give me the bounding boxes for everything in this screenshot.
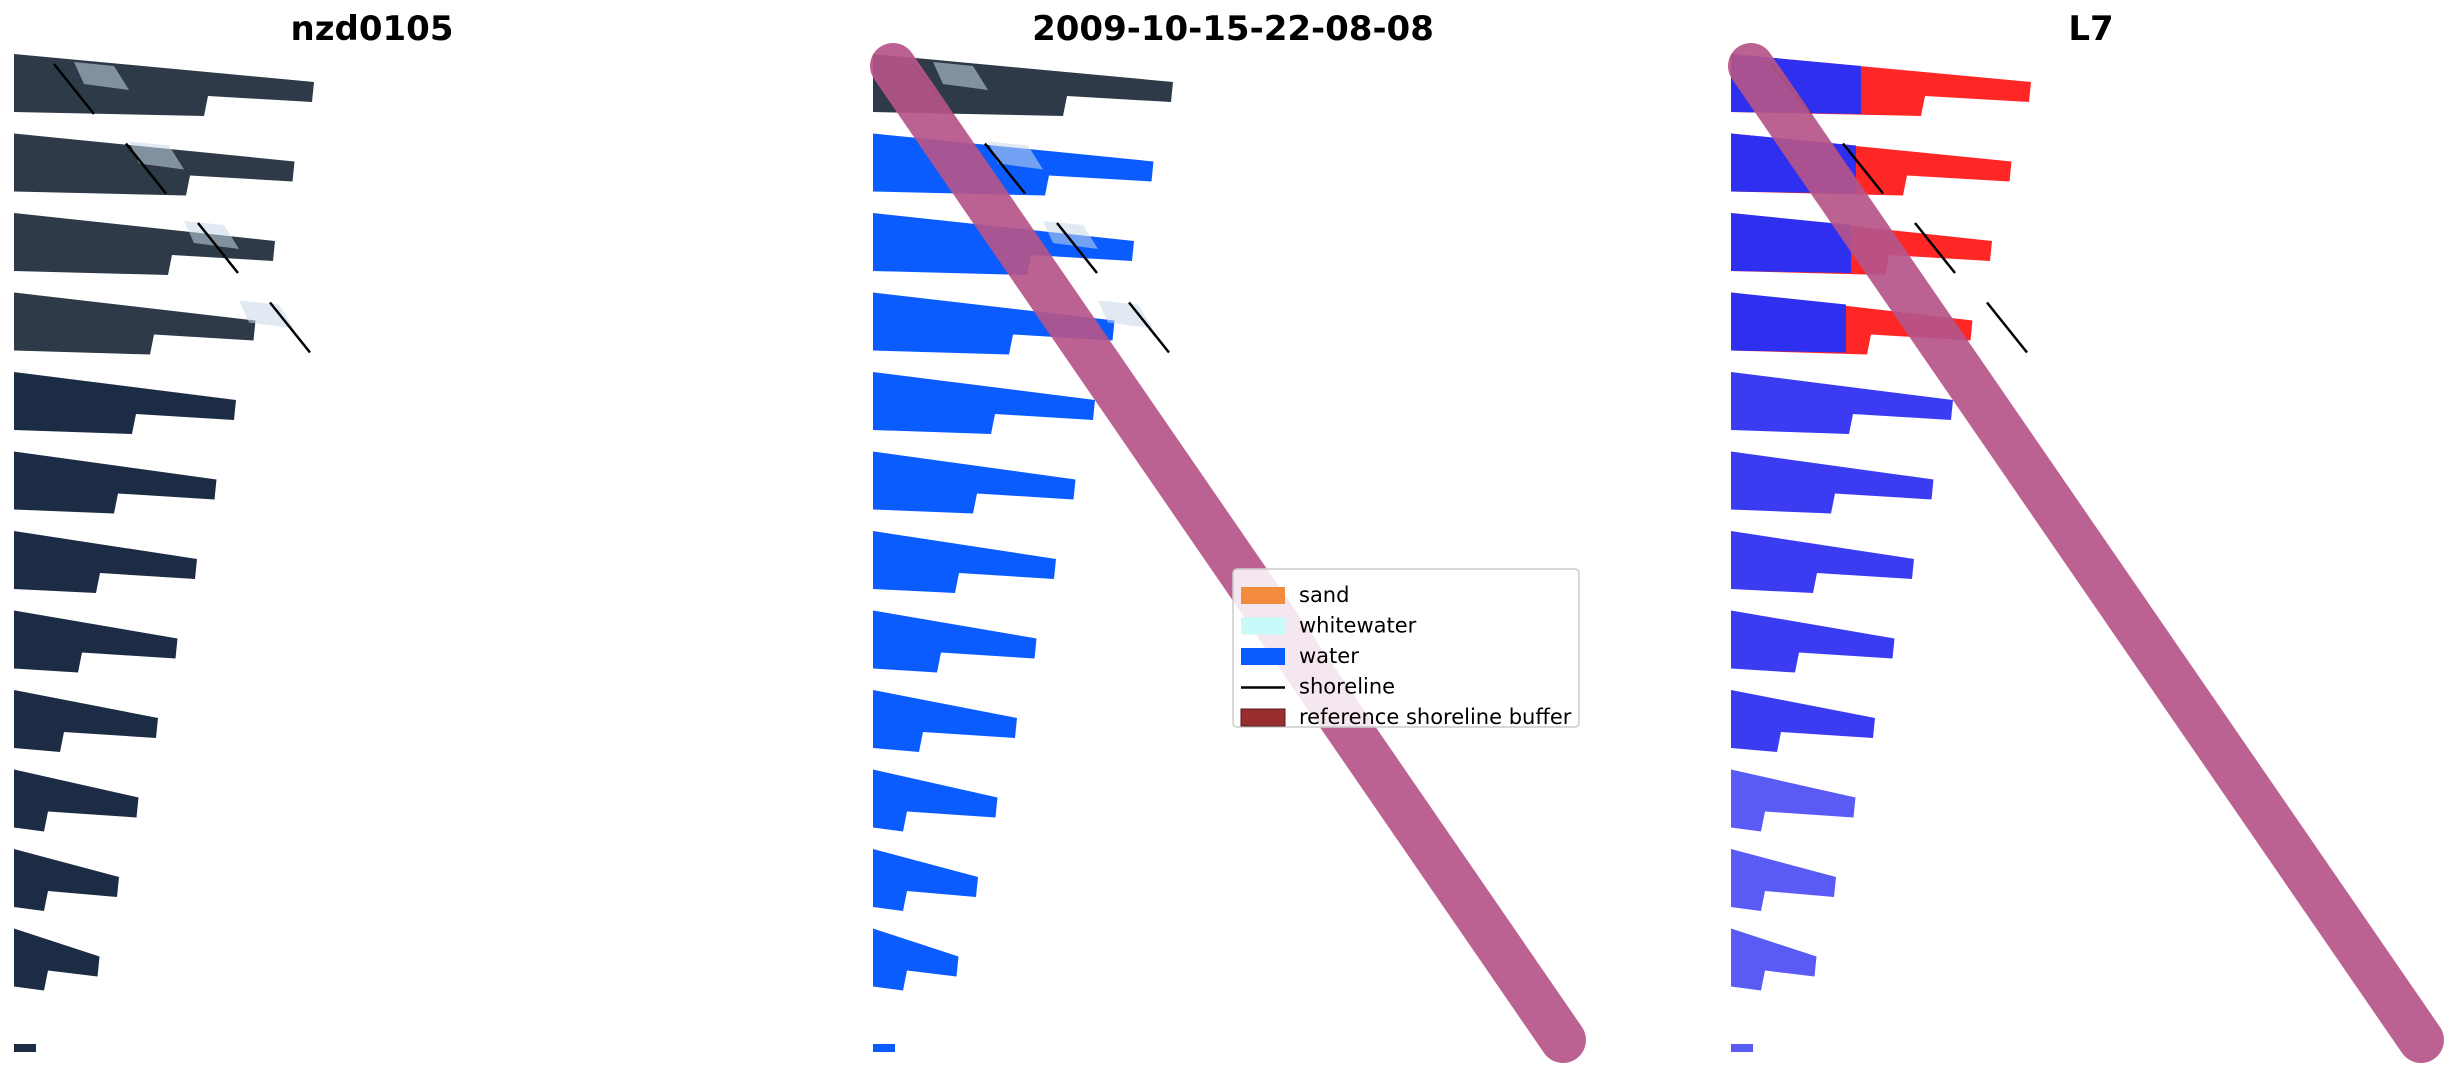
legend-label: whitewater	[1299, 614, 1417, 638]
panels: nzd0105 2009-10-15-22-08-08 L7	[14, 9, 2444, 1063]
legend-label: shoreline	[1299, 675, 1395, 699]
image-strip	[14, 451, 217, 514]
legend-label: sand	[1299, 583, 1349, 607]
image-strip	[873, 928, 959, 991]
image-strips	[14, 54, 314, 1052]
image-strip	[1731, 531, 1914, 593]
legend-item: water	[1241, 644, 1359, 668]
reference-shoreline-buffer	[870, 43, 1586, 1063]
image-strip	[873, 849, 978, 911]
legend: sand whitewater water shoreline reference sh…	[1232, 568, 1580, 729]
image-strip	[14, 1044, 36, 1052]
shoreline-segment	[197, 222, 239, 274]
shoreline-segment	[984, 142, 1026, 195]
shoreline-segment	[1056, 222, 1098, 274]
shoreline-segment	[1842, 142, 1884, 195]
image-strip	[14, 769, 139, 832]
image-strips	[873, 54, 1173, 1052]
whitewater-patch	[1043, 221, 1098, 249]
image-strip-water	[1731, 213, 1851, 273]
image-strip	[873, 769, 998, 832]
image-strip	[14, 928, 100, 991]
panel-1: nzd0105	[14, 9, 453, 1052]
image-strip	[873, 690, 1017, 752]
image-strip	[873, 292, 1115, 355]
shoreline-segment	[269, 301, 311, 354]
image-strip	[14, 690, 158, 752]
legend-patch-swatch	[1241, 648, 1285, 665]
whitewater-patch	[1098, 300, 1153, 329]
shoreline-segment	[125, 142, 167, 195]
image-strip	[14, 531, 197, 593]
image-strip	[14, 610, 178, 673]
legend-item: reference shoreline buffer	[1240, 705, 1572, 729]
image-strip	[873, 451, 1076, 514]
image-strip	[14, 213, 275, 275]
panel-title: L7	[2068, 9, 2113, 49]
legend-label: reference shoreline buffer	[1299, 705, 1572, 729]
panel-3: L7	[1728, 9, 2444, 1063]
legend-label: water	[1299, 644, 1359, 668]
legend-patch-swatch	[1241, 617, 1285, 635]
legend-item: shoreline	[1241, 675, 1395, 699]
image-strip	[14, 54, 314, 116]
image-strip	[873, 1044, 895, 1052]
image-strip	[873, 372, 1095, 434]
panel-title: nzd0105	[291, 9, 454, 49]
shoreline-segment	[53, 63, 95, 115]
shoreline	[53, 63, 311, 354]
reference-shoreline-buffer	[1728, 43, 2444, 1063]
image-strip	[14, 292, 256, 355]
image-strip	[14, 372, 236, 434]
panel-2: 2009-10-15-22-08-08	[870, 9, 1586, 1063]
image-strip	[1731, 690, 1875, 752]
image-strip	[1731, 849, 1836, 911]
legend-items: sand whitewater water shoreline reference sh…	[1240, 583, 1572, 729]
shoreline-segment	[1128, 301, 1170, 354]
whitewater-patch	[74, 62, 129, 90]
legend-item: whitewater	[1241, 614, 1417, 638]
image-strip-water	[1731, 292, 1846, 353]
legend-patch-swatch	[1241, 587, 1285, 604]
image-strip	[1731, 1044, 1753, 1052]
whitewater-patch	[933, 62, 988, 90]
whitewater-patch	[239, 300, 294, 329]
image-strip	[873, 531, 1056, 593]
legend-frame	[1232, 568, 1580, 728]
whitewater-patch	[184, 221, 239, 249]
panel-title: 2009-10-15-22-08-08	[1032, 9, 1434, 49]
legend-patch-swatch	[1240, 708, 1286, 727]
image-strip	[14, 849, 119, 911]
shoreline-segment	[1986, 301, 2028, 354]
image-strips	[1731, 54, 2031, 1052]
image-strip	[1731, 928, 1817, 991]
image-strip	[1731, 769, 1856, 832]
image-strip	[1731, 451, 1934, 514]
legend-item: sand	[1241, 583, 1349, 607]
image-strip	[1731, 372, 1953, 434]
image-strip	[873, 610, 1037, 673]
image-strip	[1731, 610, 1895, 673]
shoreline-segment	[1914, 222, 1956, 274]
